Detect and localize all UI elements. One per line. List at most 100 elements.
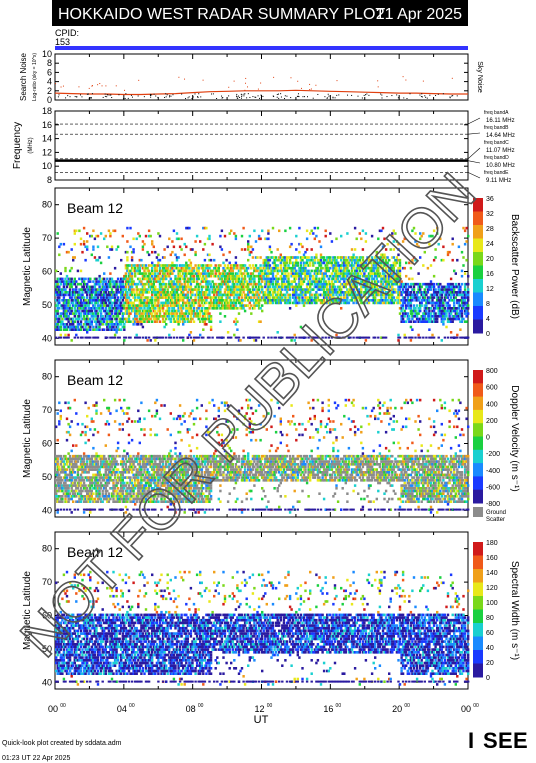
heatmap-cell bbox=[459, 336, 462, 339]
heatmap-cell bbox=[366, 274, 369, 278]
heatmap-cell bbox=[56, 511, 59, 514]
heatmap-cell bbox=[434, 320, 437, 323]
heatmap-cell bbox=[226, 307, 230, 310]
heatmap-cell bbox=[432, 296, 436, 299]
heatmap-cell bbox=[185, 296, 188, 299]
heatmap-cell bbox=[70, 323, 73, 326]
heatmap-cell bbox=[366, 301, 369, 305]
heatmap-cell bbox=[144, 301, 148, 305]
heatmap-cell bbox=[367, 261, 371, 265]
heatmap-cell bbox=[116, 277, 120, 281]
heatmap-cell bbox=[276, 285, 279, 289]
heatmap-cell bbox=[197, 304, 200, 307]
heatmap-cell bbox=[109, 277, 112, 281]
heatmap-cell bbox=[217, 301, 220, 305]
heatmap-cell bbox=[318, 277, 321, 281]
y-tick-label: 18 bbox=[42, 106, 52, 116]
heatmap-cell bbox=[109, 320, 112, 323]
heatmap-cell bbox=[158, 272, 162, 275]
heatmap-cell bbox=[185, 293, 188, 297]
heatmap-cell bbox=[220, 301, 224, 305]
heatmap-cell bbox=[423, 299, 426, 302]
heatmap-cell bbox=[65, 438, 69, 442]
heatmap-cell bbox=[408, 320, 411, 323]
heatmap-cell bbox=[449, 277, 453, 281]
heatmap-cell bbox=[178, 312, 182, 315]
heatmap-cell bbox=[180, 269, 183, 273]
heatmap-cell bbox=[64, 280, 67, 283]
heatmap-cell bbox=[330, 264, 334, 267]
heatmap-cell bbox=[440, 291, 443, 294]
heatmap-cell bbox=[251, 256, 255, 259]
heatmap-cell bbox=[429, 320, 433, 323]
heatmap-cell bbox=[453, 285, 456, 289]
heatmap-cell bbox=[253, 336, 256, 339]
heatmap-cell bbox=[414, 299, 417, 302]
heatmap-cell bbox=[383, 274, 386, 278]
heatmap-cell bbox=[360, 299, 363, 302]
heatmap-cell bbox=[245, 282, 248, 286]
heatmap-cell bbox=[415, 296, 419, 299]
heatmap-cell bbox=[326, 296, 329, 299]
search-noise-point bbox=[165, 96, 167, 98]
heatmap-cell bbox=[157, 253, 160, 257]
heatmap-cell bbox=[172, 288, 176, 291]
heatmap-cell bbox=[130, 288, 134, 291]
heatmap-cell bbox=[327, 277, 330, 281]
heatmap-cell bbox=[443, 296, 447, 299]
heatmap-cell bbox=[411, 258, 414, 262]
heatmap-cell bbox=[101, 296, 104, 299]
heatmap-cell bbox=[408, 293, 411, 297]
heatmap-cell bbox=[56, 438, 59, 442]
heatmap-cell bbox=[154, 320, 157, 323]
heatmap-cell bbox=[56, 312, 59, 315]
heatmap-cell bbox=[313, 301, 316, 305]
heatmap-cell bbox=[172, 315, 176, 318]
heatmap-cell bbox=[72, 457, 75, 461]
heatmap-cell bbox=[225, 307, 228, 310]
heatmap-cell bbox=[103, 291, 106, 294]
heatmap-cell bbox=[456, 307, 459, 310]
heatmap-cell bbox=[222, 280, 225, 283]
heatmap-cell bbox=[62, 304, 66, 307]
heatmap-cell bbox=[369, 274, 372, 278]
heatmap-cell bbox=[343, 296, 346, 299]
y-tick-label: 40 bbox=[42, 505, 52, 515]
heatmap-cell bbox=[126, 269, 129, 273]
heatmap-cell bbox=[101, 285, 104, 289]
heatmap-cell bbox=[254, 299, 258, 302]
heatmap-cell bbox=[220, 274, 224, 278]
heatmap-cell bbox=[104, 301, 107, 305]
heatmap-cell bbox=[431, 309, 434, 313]
heatmap-cell bbox=[230, 229, 233, 233]
heatmap-cell bbox=[391, 293, 394, 297]
heatmap-cell bbox=[126, 307, 129, 310]
heatmap-cell bbox=[75, 454, 78, 458]
heatmap-cell bbox=[64, 301, 67, 305]
heatmap-cell bbox=[216, 266, 219, 270]
heatmap-cell bbox=[61, 487, 64, 490]
heatmap-cell bbox=[149, 309, 152, 313]
heatmap-cell bbox=[366, 256, 369, 259]
search-noise-point bbox=[409, 93, 411, 95]
heatmap-cell bbox=[364, 296, 368, 299]
heatmap-cell bbox=[121, 277, 124, 281]
heatmap-cell bbox=[352, 291, 355, 294]
heatmap-cell bbox=[95, 282, 98, 286]
heatmap-cell bbox=[223, 272, 227, 275]
heatmap-cell bbox=[172, 304, 176, 307]
heatmap-cell bbox=[279, 336, 282, 339]
heatmap-cell bbox=[460, 317, 464, 321]
heatmap-cell bbox=[182, 277, 185, 281]
heatmap-cell bbox=[392, 288, 395, 291]
heatmap-cell bbox=[454, 317, 457, 321]
heatmap-cell bbox=[417, 285, 420, 289]
heatmap-cell bbox=[79, 282, 83, 286]
heatmap-cell bbox=[414, 312, 417, 315]
heatmap-cell bbox=[103, 285, 106, 289]
heatmap-cell bbox=[281, 336, 284, 339]
heatmap-cell bbox=[70, 285, 73, 289]
heatmap-cell bbox=[353, 291, 357, 294]
heatmap-cell bbox=[397, 291, 400, 294]
heatmap-cell bbox=[178, 280, 182, 283]
